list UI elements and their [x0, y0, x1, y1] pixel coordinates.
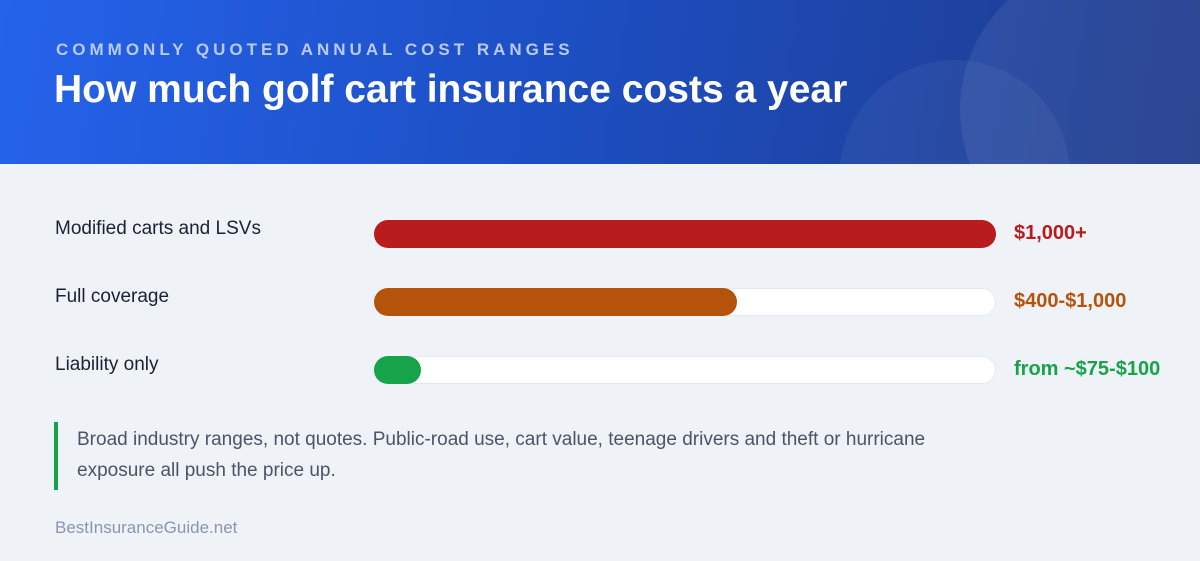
bar-row: Modified carts and LSVs $1,000+: [0, 196, 1200, 256]
bar-track: [374, 288, 996, 316]
value-label: $400-$1,000: [1014, 290, 1127, 312]
page-title: How much golf cart insurance costs a yea…: [54, 68, 848, 111]
value-label: from ~$75-$100: [1014, 358, 1161, 380]
bar-row: Full coverage $400-$1,000: [0, 264, 1200, 324]
value-label: $1,000+: [1014, 222, 1087, 244]
bar-label: Modified carts and LSVs: [55, 218, 261, 239]
bar-fill: [374, 288, 737, 316]
bar-fill: [374, 356, 421, 384]
header-banner: COMMONLY QUOTED ANNUAL COST RANGES How m…: [0, 0, 1200, 164]
footnote-callout: Broad industry ranges, not quotes. Publi…: [54, 422, 954, 490]
bar-fill: [374, 220, 996, 248]
source-credit: BestInsuranceGuide.net: [55, 518, 238, 537]
bar-track: [374, 220, 996, 248]
bar-track: [374, 356, 996, 384]
bar-row: Liability only from ~$75-$100: [0, 332, 1200, 392]
bar-label: Liability only: [55, 354, 159, 375]
eyebrow-text: COMMONLY QUOTED ANNUAL COST RANGES: [56, 40, 574, 59]
decorative-circle: [960, 0, 1200, 164]
bar-label: Full coverage: [55, 286, 170, 307]
footnote-text: Broad industry ranges, not quotes. Publi…: [77, 429, 926, 481]
